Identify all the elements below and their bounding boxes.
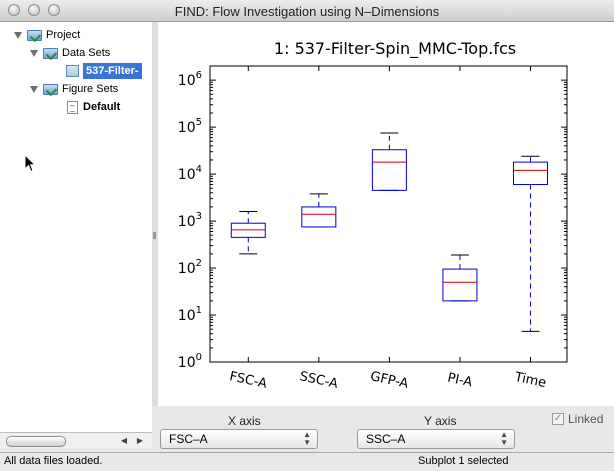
stepper-arrows-icon: ▲ ▼ (303, 430, 311, 447)
x-tick-label: PI-A (446, 371, 474, 391)
minimize-window-button[interactable] (28, 4, 40, 16)
mouse-cursor-icon (24, 154, 36, 173)
tree-item-figure-sets[interactable]: Figure Sets (30, 81, 118, 97)
y-axis-select-value: SSC–A (366, 432, 406, 446)
close-window-button[interactable] (8, 4, 20, 16)
chart-title: 1: 537-Filter-Spin_MMC-Top.fcs (274, 39, 516, 59)
box-body (371, 149, 407, 191)
scroll-right-arrow-icon[interactable]: ▶ (136, 436, 144, 445)
disclosure-triangle-icon[interactable] (14, 31, 22, 39)
y-tick-exponent: 2 (196, 258, 202, 269)
linked-checkbox[interactable]: ✓ (552, 413, 564, 425)
tree-item-project[interactable]: Project (14, 27, 80, 43)
y-tick-label: 100 (178, 352, 202, 371)
y-tick-label: 103 (178, 211, 202, 230)
y-tick-label: 105 (178, 117, 202, 136)
disclosure-triangle-icon[interactable] (30, 49, 38, 57)
pane-splitter[interactable] (152, 22, 158, 406)
y-tick-label: 104 (178, 164, 202, 183)
disclosure-triangle-icon[interactable] (30, 85, 38, 93)
status-bar: All data files loaded. Subplot 1 selecte… (0, 452, 614, 471)
window-title: FIND: Flow Investigation using N–Dimensi… (174, 4, 440, 19)
document-icon (67, 100, 78, 114)
box-body (442, 268, 478, 302)
status-text-right: Subplot 1 selected (418, 455, 509, 467)
plot-frame (209, 65, 568, 363)
x-tick-label: FSC-A (228, 369, 268, 392)
x-tick-label: SSC-A (298, 369, 339, 392)
x-axis-label: X axis (228, 414, 261, 428)
y-axis-select[interactable]: SSC–A ▲ ▼ (357, 429, 515, 449)
tree-item-data-sets[interactable]: Data Sets (30, 45, 110, 61)
y-axis-label: Y axis (424, 414, 457, 428)
zoom-window-button[interactable] (48, 4, 60, 16)
y-tick-label: 102 (178, 258, 202, 277)
figure-panel: 1: 537-Filter-Spin_MMC-Top.fcs 100 101 102… (158, 22, 614, 452)
x-tick-label: Time (512, 370, 547, 391)
x-axis-select-value: FSC–A (169, 432, 208, 446)
x-axis-select[interactable]: FSC–A ▲ ▼ (160, 429, 318, 449)
folder-icon (43, 47, 58, 59)
box-body (512, 161, 548, 186)
tree-item-label: Project (46, 29, 81, 41)
boxplot-series (230, 132, 548, 332)
scroll-left-arrow-icon[interactable]: ◀ (120, 436, 128, 445)
tree-item-label: Default (83, 101, 121, 113)
y-tick-exponent: 0 (196, 352, 202, 363)
y-tick-label: 101 (178, 305, 202, 324)
axis-controls: X axis FSC–A ▲ ▼ Y axis SSC–A ▲ ▼ ✓ Linked (152, 406, 614, 452)
folder-icon (43, 83, 58, 95)
tree-item-label: 537-Filter- (83, 63, 142, 79)
box-body (301, 206, 337, 228)
tree-item-default-figure[interactable]: Default (67, 99, 120, 115)
tree-item-label: Data Sets (62, 47, 111, 59)
status-text-left: All data files loaded. (4, 455, 103, 467)
title-bar: FIND: Flow Investigation using N–Dimensi… (0, 0, 614, 22)
linked-label: Linked (568, 412, 604, 426)
tree-horizontal-scrollbar[interactable]: ◀ ▶ (0, 432, 152, 448)
scrollbar-thumb[interactable] (6, 436, 66, 447)
y-tick-exponent: 6 (196, 70, 202, 81)
y-tick-exponent: 4 (196, 164, 202, 175)
project-tree[interactable]: Project Data Sets 537-Filter- Figure Set… (0, 22, 153, 432)
stepper-arrows-icon: ▲ ▼ (500, 430, 508, 447)
y-tick-exponent: 5 (196, 117, 202, 128)
folder-icon (27, 29, 42, 41)
tree-item-label: Figure Sets (62, 83, 119, 95)
boxplot-chart[interactable]: 1: 537-Filter-Spin_MMC-Top.fcs 100101102… (158, 22, 614, 406)
y-tick-label: 106 (178, 70, 202, 89)
tree-item-data-file[interactable]: 537-Filter- (66, 63, 142, 79)
y-tick-exponent: 1 (196, 305, 202, 316)
data-file-icon (66, 65, 79, 77)
y-tick-exponent: 3 (196, 211, 202, 222)
x-tick-label: GFP-A (369, 369, 410, 392)
